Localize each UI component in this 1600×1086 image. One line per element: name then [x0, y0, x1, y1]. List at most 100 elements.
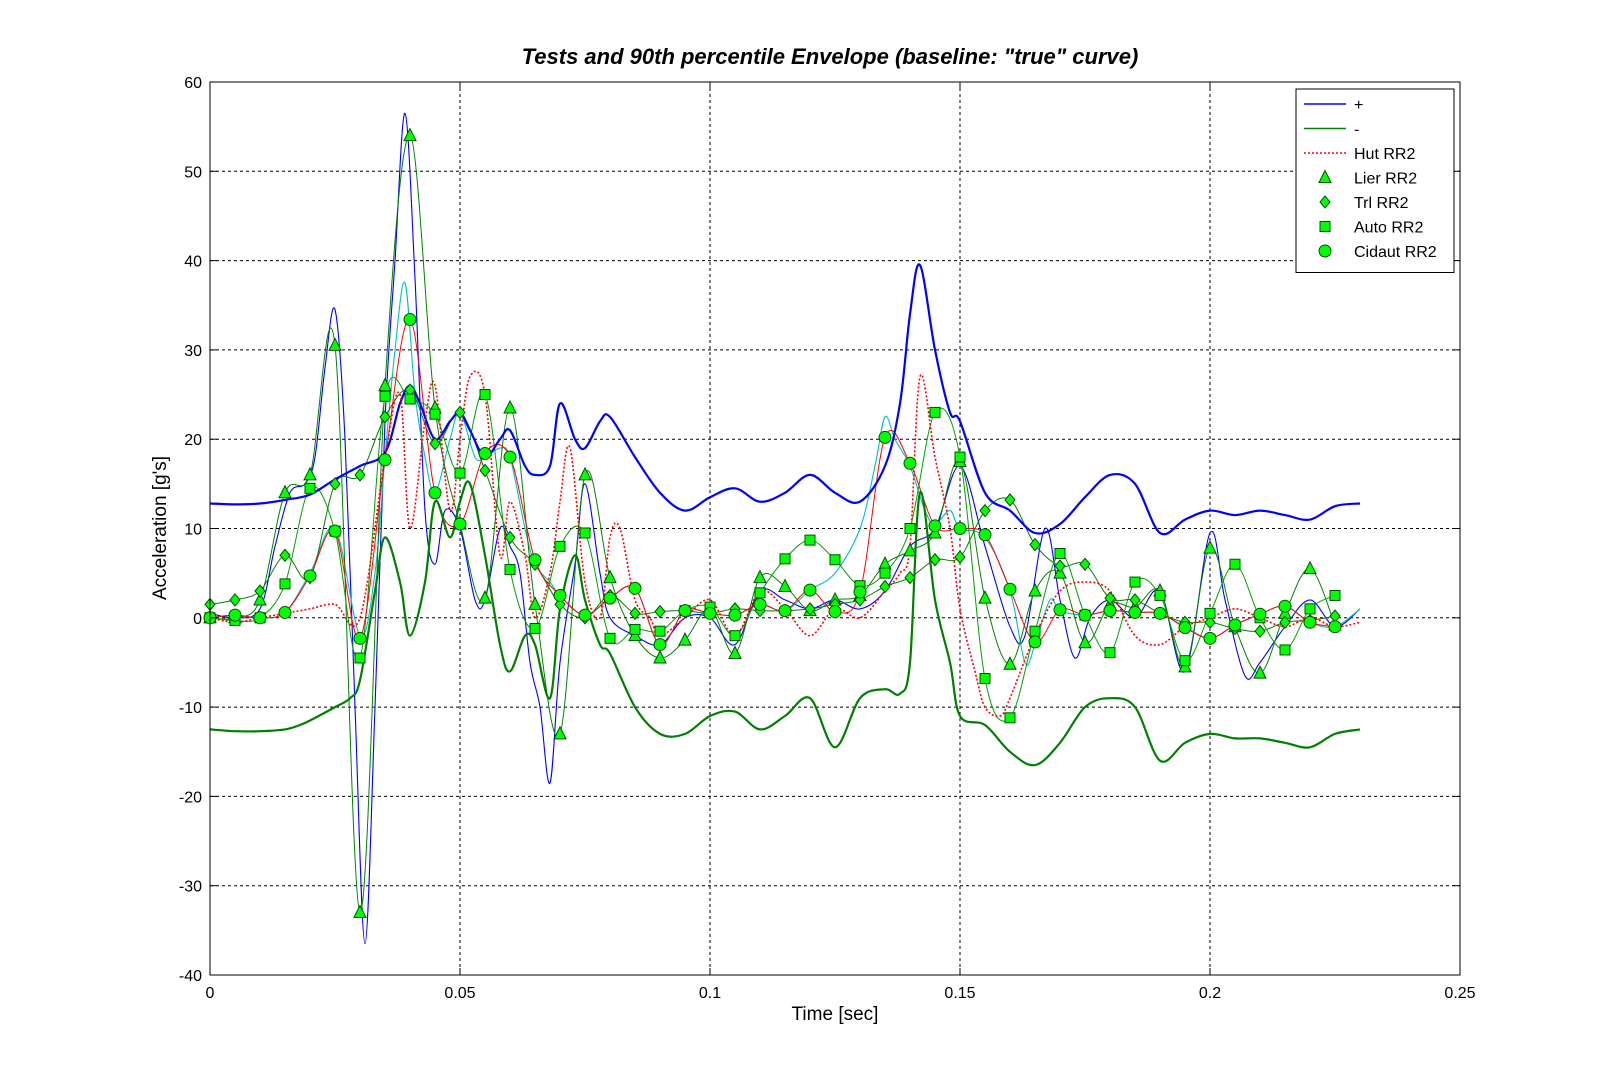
circle-marker — [1128, 605, 1142, 619]
diamond-marker — [1104, 591, 1116, 605]
square-marker — [779, 553, 791, 565]
legend-entry-label: + — [1354, 97, 1363, 114]
circle-marker — [478, 446, 492, 460]
circle-marker — [353, 631, 367, 645]
circle-marker — [1328, 620, 1342, 634]
triangle-marker — [303, 466, 317, 481]
circle-marker — [1278, 599, 1292, 613]
square-marker — [429, 408, 441, 420]
square-marker — [629, 623, 641, 635]
diamond-marker — [454, 405, 466, 420]
triangle-marker — [728, 645, 742, 660]
diamond-marker — [329, 477, 341, 491]
circle-marker — [1103, 604, 1117, 618]
triangle-marker — [553, 725, 567, 740]
square-marker — [279, 578, 291, 590]
circle-marker — [978, 528, 992, 542]
circle-marker — [528, 553, 542, 567]
x-tick-label: 0 — [206, 985, 215, 1002]
plot-markers — [203, 127, 1342, 918]
square-marker — [1154, 589, 1166, 601]
triangle-marker — [478, 590, 492, 604]
triangle-marker — [503, 399, 517, 414]
circle-marker — [328, 524, 342, 538]
circle-marker — [578, 608, 592, 622]
square-marker — [504, 564, 516, 576]
y-tick-label: 30 — [184, 343, 202, 360]
square-marker — [1279, 644, 1291, 656]
triangle-marker — [378, 377, 392, 392]
square-marker — [829, 554, 841, 566]
y-tick-label: 20 — [184, 432, 202, 449]
triangle-marker — [578, 466, 592, 481]
y-tick-label: -10 — [179, 700, 202, 717]
circle-marker — [778, 604, 792, 618]
diamond-marker — [904, 570, 916, 585]
legend-triangle-marker — [1318, 169, 1332, 183]
circle-marker — [278, 605, 292, 619]
square-marker — [1229, 558, 1241, 570]
legend-circle-marker — [1318, 244, 1332, 258]
square-marker — [1204, 607, 1216, 619]
square-marker — [529, 623, 541, 635]
y-tick-label: 10 — [184, 522, 202, 539]
triangle-marker — [653, 649, 667, 664]
triangle-marker — [678, 632, 692, 646]
square-marker — [1329, 589, 1341, 601]
upper-envelope-line — [209, 263, 1361, 536]
lower-envelope-line — [209, 480, 1361, 767]
triangle-marker — [753, 569, 767, 584]
square-marker — [929, 406, 941, 418]
circle-marker — [378, 453, 392, 467]
legend: + - Hut RR2 Lier RR2 Trl RR2 Auto RR2 Cidaut R… — [1295, 88, 1455, 273]
circle-marker — [728, 608, 742, 622]
square-marker — [379, 390, 391, 402]
diamond-marker — [279, 548, 291, 563]
legend-entry-label: - — [1354, 122, 1359, 139]
square-marker — [479, 389, 491, 401]
circle-marker — [1028, 635, 1042, 649]
chart-title: Tests and 90th percentile Envelope (base… — [522, 44, 1139, 69]
circle-marker — [1003, 582, 1017, 596]
x-axis-label: Time [sec] — [792, 1004, 879, 1025]
square-marker — [354, 652, 366, 664]
square-marker — [904, 523, 916, 534]
circle-marker — [628, 581, 642, 595]
square-marker — [1129, 576, 1141, 588]
circle-marker — [678, 604, 692, 618]
y-axis-label: Acceleration [g's] — [150, 456, 171, 600]
triangle-marker — [903, 542, 917, 557]
circle-marker — [1178, 621, 1192, 635]
circle-marker — [428, 486, 442, 500]
triangle-marker — [603, 569, 617, 584]
triangle-marker — [1203, 540, 1217, 554]
diamond-marker — [504, 530, 516, 545]
diamond-marker — [629, 606, 641, 621]
square-marker — [1004, 712, 1016, 724]
diamond-marker — [1004, 493, 1016, 507]
x-tick-label: 0.15 — [944, 985, 975, 1002]
legend-entry-label: Cidaut RR2 — [1354, 244, 1437, 261]
circle-marker — [403, 313, 417, 327]
circle-marker — [1303, 615, 1317, 629]
circle-marker — [1078, 608, 1092, 622]
circle-marker — [1253, 607, 1267, 621]
triangle-marker — [403, 127, 417, 142]
legend-diamond-marker — [1319, 195, 1331, 209]
x-tick-label: 0.25 — [1444, 985, 1475, 1002]
circle-marker — [928, 519, 942, 533]
triangle-marker — [528, 596, 542, 610]
circle-marker — [1053, 603, 1067, 617]
diamond-marker — [929, 552, 941, 567]
triangle-marker — [278, 484, 292, 499]
square-marker — [554, 540, 566, 552]
diamond-marker — [354, 468, 366, 482]
diamond-marker — [229, 593, 241, 607]
triangle-marker — [1078, 634, 1092, 649]
diamond-marker — [1204, 615, 1216, 630]
diamond-marker — [1129, 593, 1141, 607]
circle-marker — [603, 591, 617, 605]
circle-marker — [503, 450, 517, 464]
series-line-hut-rr2 — [209, 370, 1361, 718]
square-marker — [979, 673, 991, 685]
